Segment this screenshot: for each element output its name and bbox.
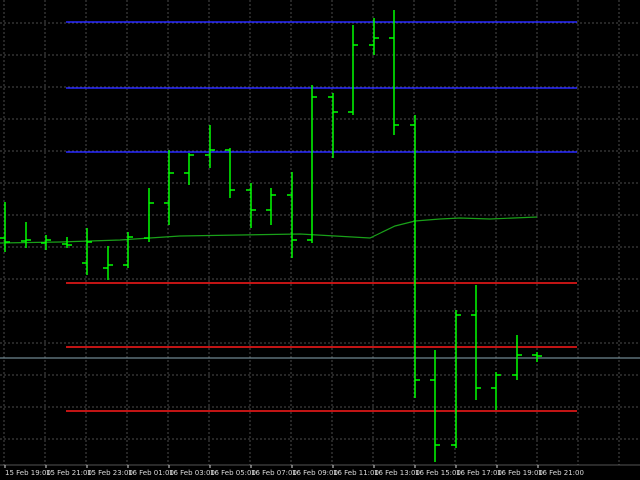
x-tick-label: 16 Feb 15:00 [415, 469, 461, 477]
ohlc-bar [348, 25, 358, 115]
ohlc-bar [307, 85, 317, 243]
x-tick-label: 15 Feb 23:00 [87, 469, 133, 477]
x-tick-label: 16 Feb 05:00 [210, 469, 256, 477]
ohlc-bar [491, 372, 501, 410]
x-tick-label: 16 Feb 11:00 [333, 469, 379, 477]
x-tick-label: 16 Feb 07:00 [251, 469, 297, 477]
ohlc-bar [471, 285, 481, 400]
x-tick-label: 16 Feb 03:00 [169, 469, 215, 477]
ohlc-bar [82, 228, 92, 275]
x-tick-label: 16 Feb 01:00 [128, 469, 174, 477]
grid [0, 0, 640, 465]
ohlc-bar [41, 235, 51, 250]
level-lines [0, 21, 640, 412]
ohlc-bar [103, 246, 113, 280]
moving-average-line [0, 216, 538, 244]
ohlc-bar [123, 232, 133, 268]
ohlc-bar [246, 183, 256, 228]
ohlc-bar [369, 18, 379, 55]
ohlc-bar [410, 115, 420, 398]
x-tick-label: 16 Feb 21:00 [538, 469, 584, 477]
ohlc-bars [0, 10, 542, 462]
x-tick-label: 16 Feb 13:00 [374, 469, 420, 477]
ohlc-bar [430, 350, 440, 462]
ohlc-bar [62, 237, 72, 248]
ohlc-bar [21, 222, 31, 248]
x-tick-label: 16 Feb 17:00 [456, 469, 502, 477]
ohlc-bar [532, 352, 542, 362]
ohlc-bar [512, 335, 522, 380]
x-tick-label: 16 Feb 09:00 [292, 469, 338, 477]
ohlc-bar [451, 310, 461, 448]
ohlc-bar [184, 153, 194, 185]
ohlc-bar [164, 150, 174, 225]
ohlc-bar [144, 188, 154, 242]
ohlc-bar [287, 172, 297, 258]
ohlc-bar [389, 10, 399, 135]
moving-average [0, 216, 538, 244]
ohlc-bar [225, 148, 235, 198]
x-tick-label: 16 Feb 19:00 [497, 469, 543, 477]
x-tick-label: 15 Feb 21:00 [46, 469, 92, 477]
ohlc-bar [266, 188, 276, 225]
ohlc-bar [205, 125, 215, 168]
ohlc-bar [0, 202, 10, 252]
ohlc-bar [328, 93, 338, 158]
x-tick-label: 15 Feb 19:00 [5, 469, 51, 477]
